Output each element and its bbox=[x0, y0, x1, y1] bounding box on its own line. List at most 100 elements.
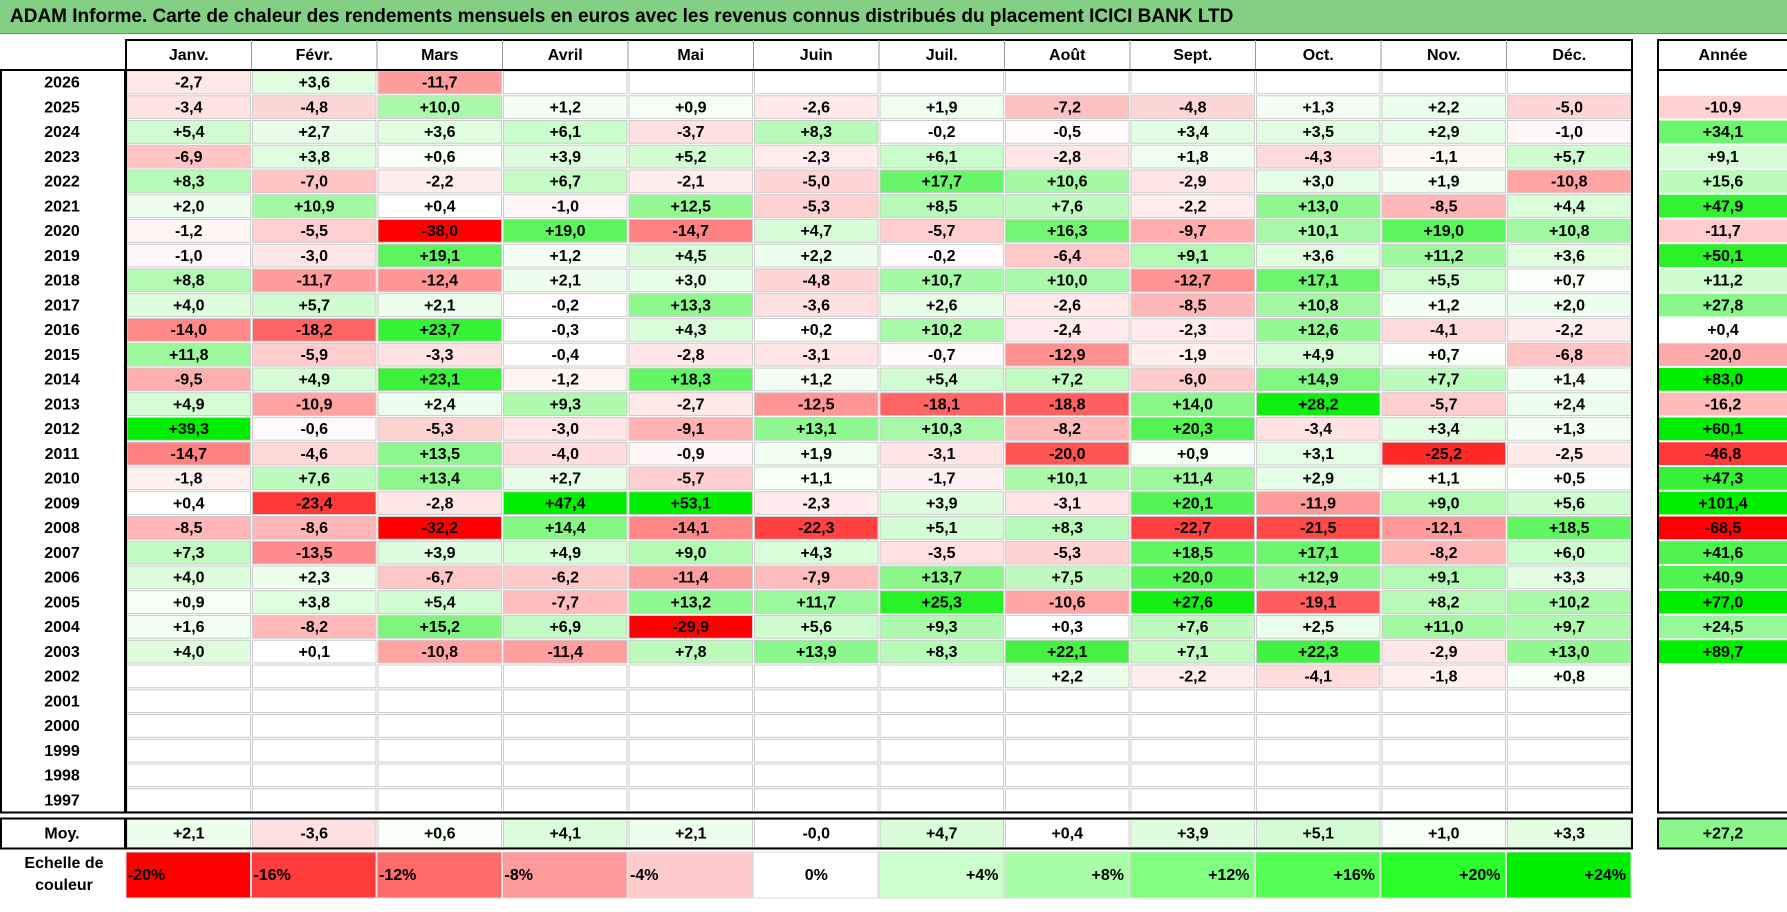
heatmap-cell bbox=[1256, 590, 1381, 614]
heatmap-cell bbox=[879, 738, 1004, 763]
heatmap-cell bbox=[252, 615, 377, 639]
cell-value: -22,3 bbox=[798, 520, 835, 537]
heatmap-cell bbox=[754, 120, 879, 144]
cell-value: -2,2 bbox=[1179, 198, 1207, 215]
heatmap-cell bbox=[1130, 318, 1255, 342]
heatmap-cell bbox=[1005, 70, 1130, 95]
cell-value: -2,5 bbox=[1555, 446, 1583, 463]
heatmap-cell bbox=[1130, 144, 1255, 169]
annual-cell bbox=[1658, 541, 1787, 564]
cell-value: +5,7 bbox=[1553, 149, 1585, 166]
heatmap-cell bbox=[503, 738, 628, 763]
row-year-label: 2016 bbox=[44, 322, 80, 339]
heatmap-cell bbox=[503, 491, 628, 515]
heatmap-cell bbox=[628, 318, 753, 342]
heatmap-cell bbox=[1256, 540, 1381, 565]
annual-value: +89,7 bbox=[1703, 644, 1744, 661]
average-cell bbox=[1256, 819, 1381, 848]
average-value: -0,0 bbox=[802, 826, 830, 843]
heatmap-cell bbox=[754, 219, 879, 243]
annual-cell bbox=[1658, 120, 1787, 144]
cell-value: +13,5 bbox=[420, 446, 461, 463]
cell-value: +1,3 bbox=[1553, 421, 1585, 438]
heatmap-cell bbox=[1005, 293, 1130, 317]
heatmap-cell bbox=[879, 243, 1004, 268]
cell-value: +4,3 bbox=[800, 545, 832, 562]
row-year-label: 2007 bbox=[44, 545, 80, 562]
cell-value: -3,1 bbox=[1053, 495, 1081, 512]
annual-cell bbox=[1658, 788, 1787, 812]
cell-value: -2,4 bbox=[1053, 322, 1081, 339]
heatmap-cell bbox=[1381, 763, 1506, 788]
heatmap-cell bbox=[1005, 268, 1130, 293]
cell-value: +8,8 bbox=[173, 273, 205, 290]
heatmap-cell bbox=[252, 318, 377, 342]
annual-value: -46,8 bbox=[1705, 446, 1742, 463]
cell-value: +13,0 bbox=[1549, 644, 1590, 661]
cell-value: +2,1 bbox=[549, 273, 581, 290]
cell-value: -9,1 bbox=[677, 421, 705, 438]
month-header-2: Févr. bbox=[296, 47, 333, 64]
cell-value: +0,7 bbox=[1553, 273, 1585, 290]
annual-cell bbox=[1658, 95, 1787, 119]
heatmap-cell bbox=[879, 590, 1004, 614]
cell-value: -5,7 bbox=[928, 223, 956, 240]
heatmap-cell bbox=[1130, 392, 1255, 416]
cell-value: +14,9 bbox=[1298, 372, 1339, 389]
cell-value: -3,4 bbox=[175, 99, 203, 116]
cell-value: -0,9 bbox=[677, 446, 705, 463]
cell-value: +5,6 bbox=[1553, 495, 1585, 512]
row-year-label: 2011 bbox=[45, 446, 80, 463]
heatmap-cell bbox=[503, 540, 628, 565]
heatmap-cell bbox=[252, 689, 377, 713]
heatmap-cell bbox=[1381, 788, 1506, 812]
heatmap-cell bbox=[1005, 590, 1130, 614]
row-year-label: 2024 bbox=[44, 124, 80, 141]
heatmap-cell bbox=[1005, 120, 1130, 144]
heatmap-cell bbox=[1507, 714, 1632, 738]
heatmap-cell bbox=[1381, 169, 1506, 194]
annual-cell bbox=[1658, 566, 1787, 589]
heatmap-cell bbox=[1256, 144, 1381, 169]
cell-value: +0,4 bbox=[424, 198, 456, 215]
scale-stop-label: +4% bbox=[966, 867, 998, 884]
cell-value: +7,6 bbox=[1051, 198, 1083, 215]
heatmap-cell bbox=[1381, 95, 1506, 119]
cell-value: -0,2 bbox=[928, 124, 956, 141]
heatmap-cell bbox=[879, 639, 1004, 664]
heatmap-cell bbox=[503, 392, 628, 416]
heatmap-cell bbox=[879, 293, 1004, 317]
cell-value: -5,7 bbox=[1430, 396, 1458, 413]
cell-value: -12,4 bbox=[422, 273, 459, 290]
cell-value: +8,3 bbox=[1051, 520, 1083, 537]
cell-value: -6,4 bbox=[1053, 248, 1081, 265]
heatmap-cell bbox=[503, 120, 628, 144]
heatmap-cell bbox=[377, 268, 502, 293]
cell-value: +0,7 bbox=[1428, 347, 1460, 364]
cell-value: -18,1 bbox=[924, 396, 961, 413]
heatmap-cell bbox=[1256, 714, 1381, 738]
heatmap-cell bbox=[503, 342, 628, 367]
heatmap-cell bbox=[628, 417, 753, 441]
cell-value: +3,8 bbox=[298, 594, 330, 611]
cell-value: -11,4 bbox=[547, 644, 583, 661]
heatmap-cell bbox=[252, 417, 377, 441]
title-bar: ADAM Informe. Carte de chaleur des rende… bbox=[0, 0, 1787, 34]
heatmap-cell bbox=[126, 738, 251, 763]
heatmap-cell bbox=[377, 441, 502, 466]
cell-value: +0,9 bbox=[1177, 446, 1209, 463]
heatmap-cell bbox=[1005, 565, 1130, 590]
heatmap-cell bbox=[252, 194, 377, 218]
cell-value: +13,7 bbox=[922, 570, 963, 587]
average-cell bbox=[628, 819, 753, 848]
scale-stop-label: +12% bbox=[1208, 867, 1249, 884]
heatmap-cell bbox=[1005, 664, 1130, 689]
heatmap-cell bbox=[754, 342, 879, 367]
annual-value: -11,7 bbox=[1705, 223, 1741, 240]
row-year-label: 2022 bbox=[44, 174, 80, 191]
cell-value: +27,6 bbox=[1173, 594, 1214, 611]
cell-value: +4,7 bbox=[800, 223, 832, 240]
cell-value: +1,2 bbox=[800, 372, 832, 389]
heatmap-cell bbox=[1256, 639, 1381, 664]
cell-value: +9,0 bbox=[1428, 495, 1460, 512]
